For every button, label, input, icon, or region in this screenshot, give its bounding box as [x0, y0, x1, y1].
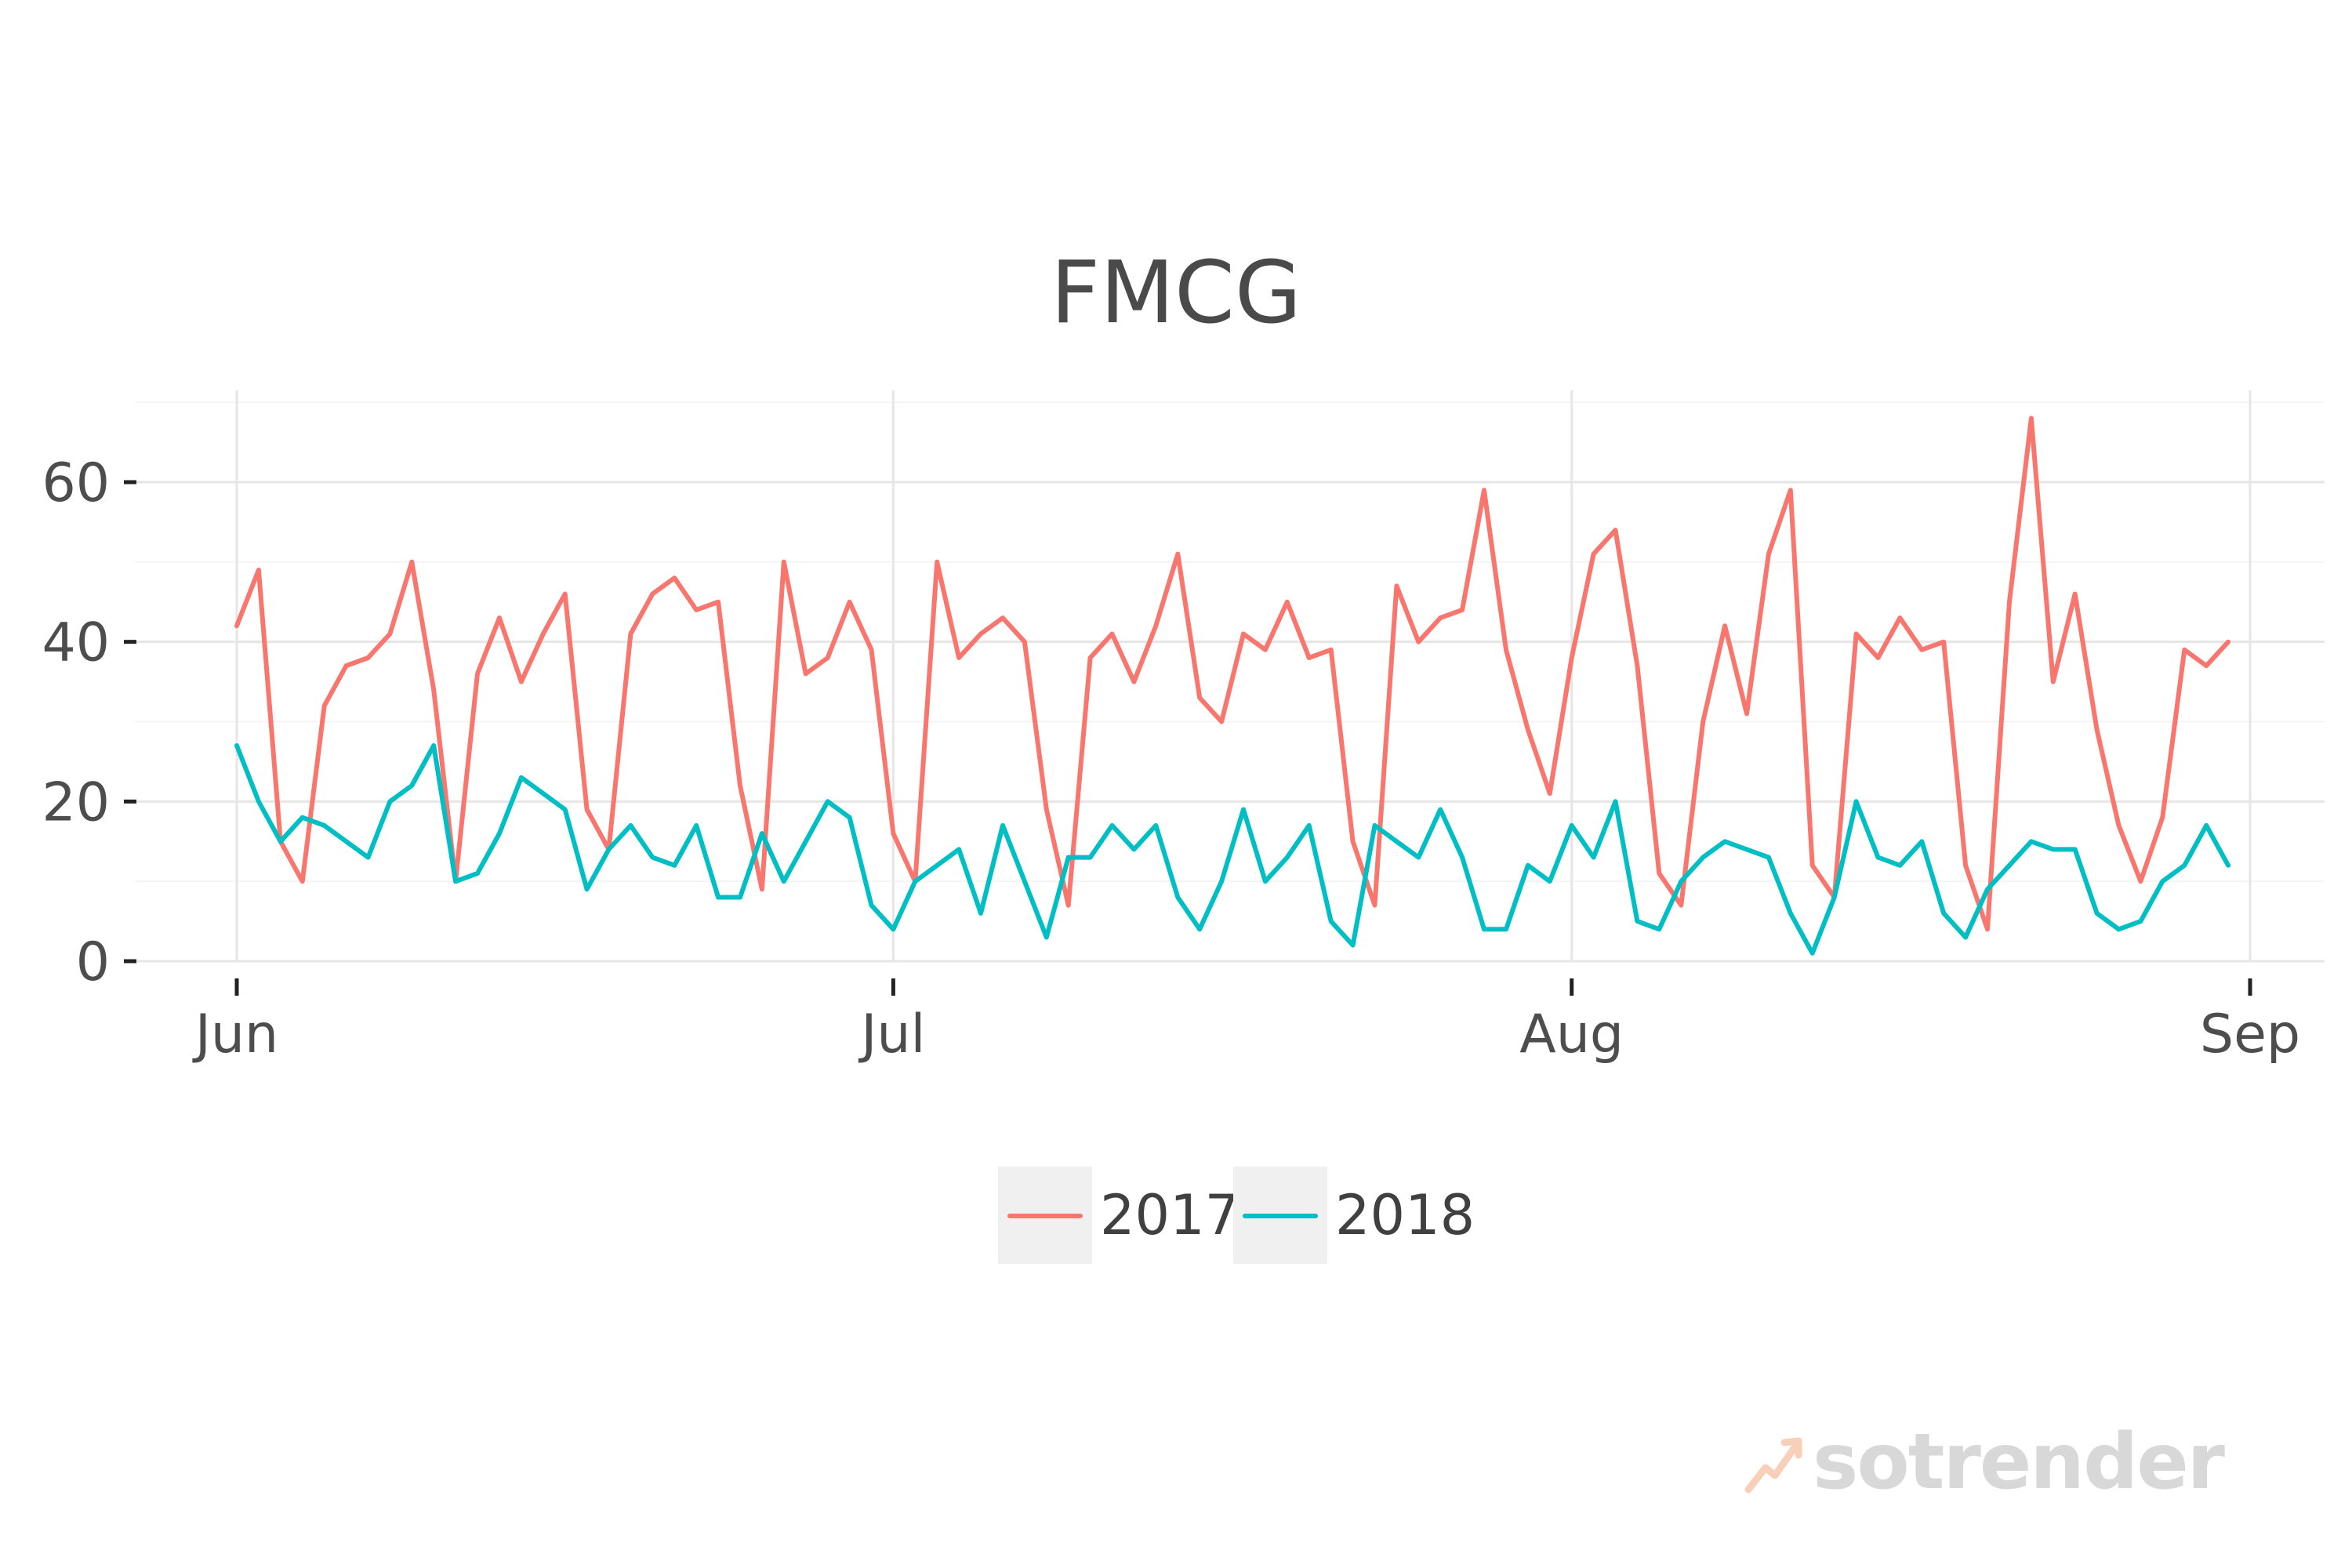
legend-label-2018: 2018 [1335, 1183, 1475, 1247]
y-tick-label: 20 [42, 771, 110, 833]
legend-item-2018: 2018 [1233, 1167, 1475, 1264]
legend-item-2017: 2017 [998, 1167, 1240, 1264]
watermark-logo: sotrender [1742, 1417, 2225, 1507]
y-tick-label: 0 [76, 931, 110, 993]
x-tick-label: Aug [1519, 1004, 1624, 1065]
legend-key-2017 [998, 1167, 1092, 1264]
trend-arrow-icon [1744, 1437, 1802, 1494]
legend-label-2017: 2017 [1100, 1183, 1240, 1247]
y-tick-label: 60 [42, 452, 110, 514]
legend: 2017 2018 [998, 1167, 1475, 1264]
legend-line-2018 [1243, 1214, 1318, 1218]
x-tick-label: Jun [192, 1004, 278, 1065]
chart-title: FMCG [1050, 242, 1302, 343]
series-line-2017 [234, 416, 2231, 932]
series-line-2018 [234, 743, 2231, 956]
y-tick-label: 40 [42, 612, 110, 674]
axes: 0 20 40 60 Jun Jul Aug Sep [42, 452, 2300, 1065]
watermark-text: sotrender [1813, 1417, 2225, 1507]
legend-line-2017 [1007, 1214, 1083, 1218]
grid-lines [135, 390, 2325, 963]
legend-key-2018 [1233, 1167, 1327, 1264]
series-lines [234, 416, 2231, 956]
x-tick-label: Jul [858, 1004, 925, 1065]
x-tick-label: Sep [2200, 1004, 2300, 1065]
